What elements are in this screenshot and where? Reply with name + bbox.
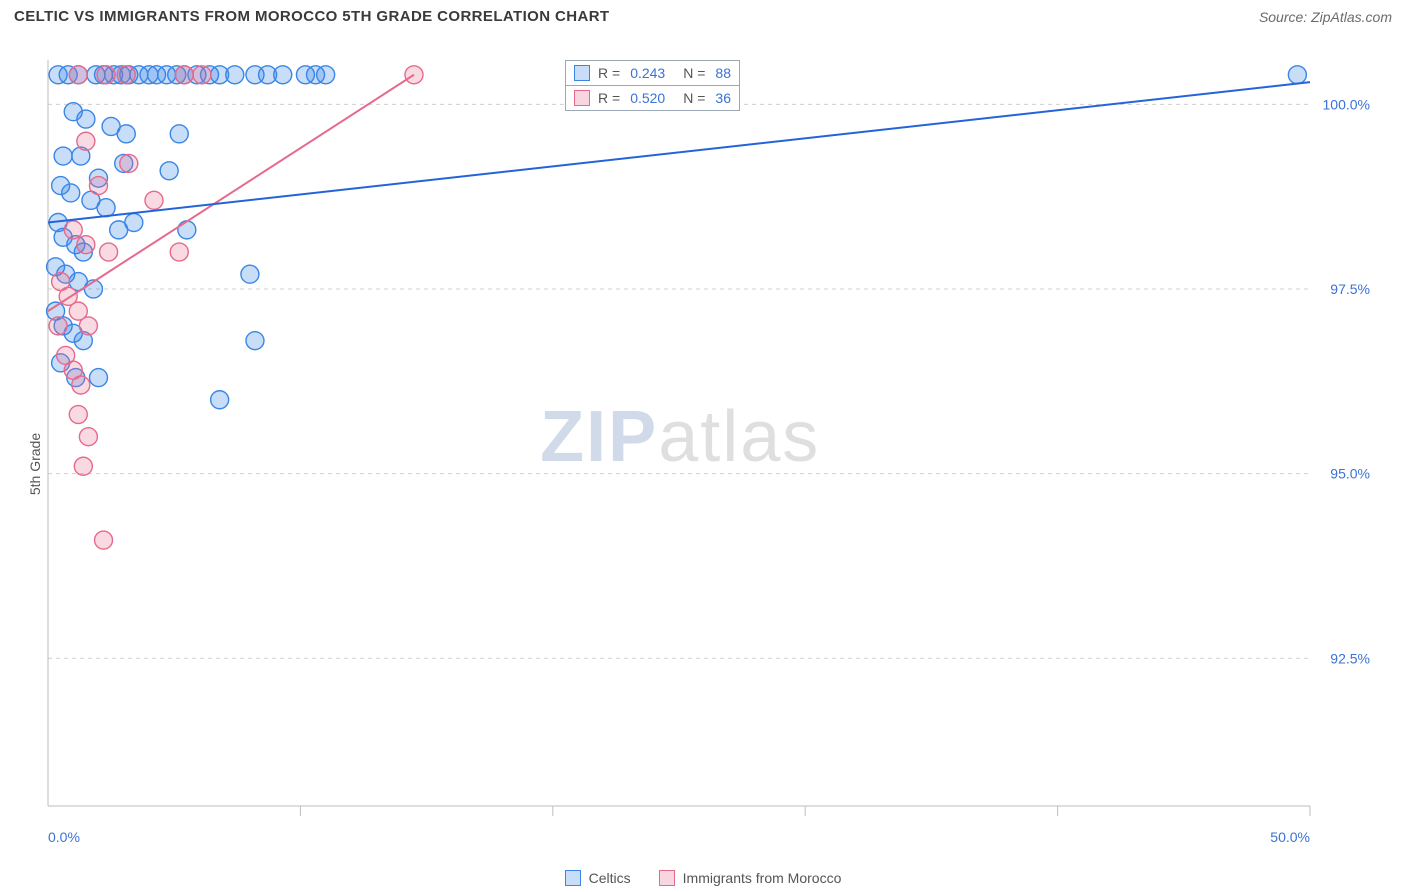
legend-correlation-box: R = 0.243 N = 88 R = 0.520 N = 36 [565, 60, 740, 111]
legend-series-label: Celtics [589, 870, 631, 886]
legend-bottom: Celtics Immigrants from Morocco [0, 864, 1406, 892]
data-point [170, 243, 188, 261]
legend-n-value: 88 [715, 66, 731, 80]
legend-n-value: 36 [715, 91, 731, 105]
data-point [178, 221, 196, 239]
data-point [175, 66, 193, 84]
data-point [72, 376, 90, 394]
y-axis-label: 5th Grade [27, 433, 43, 495]
data-point [274, 66, 292, 84]
x-tick-label: 50.0% [1270, 829, 1310, 845]
data-point [69, 406, 87, 424]
legend-r-value: 0.520 [630, 91, 665, 105]
data-point [69, 66, 87, 84]
legend-r-label: R = [598, 66, 620, 80]
legend-row: R = 0.243 N = 88 [566, 61, 739, 85]
data-point [74, 457, 92, 475]
data-point [77, 132, 95, 150]
data-point [77, 110, 95, 128]
data-point [62, 184, 80, 202]
data-point [211, 391, 229, 409]
data-point [117, 125, 135, 143]
legend-n-label: N = [683, 91, 705, 105]
legend-series-label: Immigrants from Morocco [683, 870, 842, 886]
data-point [95, 531, 113, 549]
data-point [100, 243, 118, 261]
data-point [145, 191, 163, 209]
title-bar: CELTIC VS IMMIGRANTS FROM MOROCCO 5TH GR… [0, 0, 1406, 29]
data-point [317, 66, 335, 84]
data-point [64, 221, 82, 239]
legend-bottom-item: Celtics [565, 870, 631, 886]
data-point [120, 154, 138, 172]
data-point [160, 162, 178, 180]
data-point [193, 66, 211, 84]
y-tick-label: 92.5% [1330, 650, 1370, 666]
legend-n-label: N = [683, 66, 705, 80]
legend-swatch [659, 870, 675, 886]
data-point [241, 265, 259, 283]
data-point [97, 199, 115, 217]
data-point [246, 332, 264, 350]
x-tick-label: 0.0% [48, 829, 80, 845]
data-point [1288, 66, 1306, 84]
data-point [79, 317, 97, 335]
data-point [89, 177, 107, 195]
data-point [89, 369, 107, 387]
chart-area: 5th Grade 92.5% 95.0% 97.5% 100.0% 0.0% 50.0%… [0, 36, 1406, 892]
data-point [125, 213, 143, 231]
legend-swatch [574, 90, 590, 106]
source-label: Source: ZipAtlas.com [1259, 9, 1392, 25]
y-tick-label: 97.5% [1330, 281, 1370, 297]
legend-r-label: R = [598, 91, 620, 105]
legend-bottom-item: Immigrants from Morocco [659, 870, 842, 886]
legend-row: R = 0.520 N = 36 [566, 85, 739, 110]
chart-title: CELTIC VS IMMIGRANTS FROM MOROCCO 5TH GR… [14, 8, 610, 25]
legend-swatch [565, 870, 581, 886]
data-point [170, 125, 188, 143]
legend-r-value: 0.243 [630, 66, 665, 80]
y-tick-label: 100.0% [1323, 96, 1370, 112]
data-point [77, 236, 95, 254]
data-point [226, 66, 244, 84]
legend-swatch [574, 65, 590, 81]
data-point [97, 66, 115, 84]
data-point [117, 66, 135, 84]
y-tick-label: 95.0% [1330, 466, 1370, 482]
data-point [79, 428, 97, 446]
scatter-plot-svg: 92.5% 95.0% 97.5% 100.0% 0.0% 50.0% [0, 36, 1406, 856]
data-point [49, 317, 67, 335]
data-point [54, 147, 72, 165]
